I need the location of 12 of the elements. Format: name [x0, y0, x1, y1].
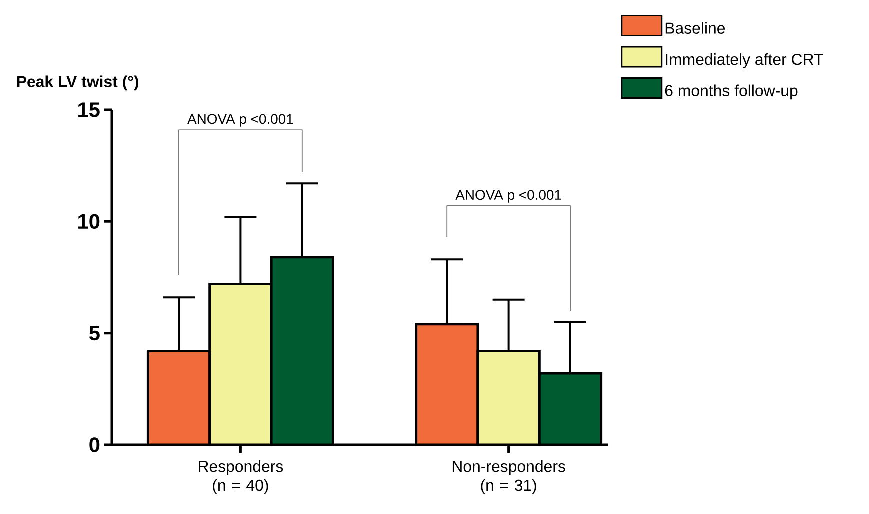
legend-label: 6 months follow-up [665, 84, 798, 100]
legend-label: Baseline [666, 22, 726, 34]
legend-label: Immediately after CRT [666, 54, 824, 68]
y-tick-label: 10 [78, 214, 100, 230]
x-tick-label: Responders (n = 40) [199, 460, 284, 494]
y-tick-label: 0 [90, 438, 100, 452]
y-tick-label: 5 [89, 326, 100, 341]
y-tick-label: 15 [78, 102, 100, 118]
x-tick-label: Non-responders (n = 31) [452, 460, 566, 494]
annotation: ANOVA p <0.001 [456, 190, 562, 203]
annotation: ANOVA p <0.001 [188, 114, 294, 127]
y-axis-title: Peak LV twist (°) [17, 76, 139, 91]
